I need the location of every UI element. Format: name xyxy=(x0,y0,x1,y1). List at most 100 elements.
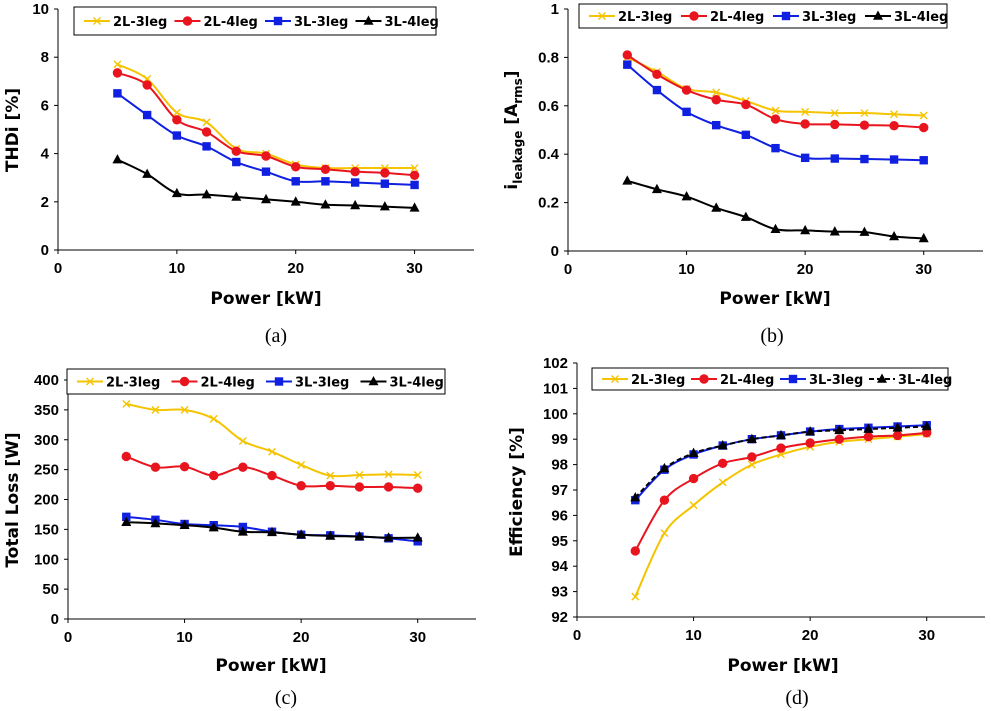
data-point-3L-4leg xyxy=(859,226,870,236)
x-axis-label: Power [kW] xyxy=(210,289,321,309)
series-3L-3leg xyxy=(623,60,928,165)
legend-marker xyxy=(781,11,791,21)
data-point-3L-4leg xyxy=(622,175,633,185)
data-point-2L-3leg xyxy=(801,107,810,116)
legend-label: 2L-3leg xyxy=(106,376,160,391)
x-axis-label: Power [kW] xyxy=(719,289,830,309)
y-tick-label: 350 xyxy=(34,402,59,419)
legend-label: 3L-4leg xyxy=(898,373,952,388)
y-tick-label: 100 xyxy=(543,406,568,423)
data-point-2L-3leg xyxy=(172,108,181,117)
legend-marker xyxy=(86,377,94,386)
data-point-2L-3leg xyxy=(297,460,306,469)
data-point-2L-4leg xyxy=(231,146,241,156)
data-point-3L-3leg xyxy=(830,154,839,163)
data-point-3L-4leg xyxy=(863,423,874,433)
y-axis-label: Total Loss [W] xyxy=(3,432,23,567)
data-point-2L-4leg xyxy=(179,461,190,472)
legend-label: 2L-4leg xyxy=(204,15,258,30)
data-point-2L-4leg xyxy=(320,164,331,174)
data-point-3L-4leg xyxy=(409,202,420,212)
data-point-3L-4leg xyxy=(320,199,331,209)
data-point-2L-4leg xyxy=(383,482,394,492)
data-point-2L-4leg xyxy=(892,430,903,441)
legend-marker xyxy=(873,10,883,20)
data-point-2L-4leg xyxy=(805,438,815,448)
x-tick-label: 20 xyxy=(293,629,310,646)
data-point-2L-4leg xyxy=(209,470,219,481)
data-point-2L-4leg xyxy=(659,495,670,505)
legend-label: 2L-3leg xyxy=(631,373,685,388)
data-point-3L-4leg xyxy=(805,426,816,436)
series-2L-4leg xyxy=(630,428,932,556)
series-2L-4leg xyxy=(622,50,929,133)
x-tick-label: 0 xyxy=(64,629,72,646)
data-point-3L-4leg xyxy=(892,422,903,432)
data-point-3L-4leg xyxy=(630,492,641,502)
data-point-2L-4leg xyxy=(380,168,390,178)
data-point-3L-4leg xyxy=(711,202,722,212)
data-point-2L-4leg xyxy=(622,50,632,60)
data-point-2L-4leg xyxy=(325,481,335,491)
y-tick-label: 1 xyxy=(551,1,559,18)
data-point-2L-3leg xyxy=(355,471,364,479)
data-point-2L-3leg xyxy=(718,478,727,487)
data-point-3L-4leg xyxy=(651,183,662,194)
x-tick-label: 30 xyxy=(915,261,932,278)
data-point-2L-4leg xyxy=(834,434,844,444)
data-point-2L-3leg xyxy=(771,106,780,115)
y-tick-label: 150 xyxy=(34,521,59,538)
y-axis-label-part-1: i xyxy=(502,184,522,190)
data-point-3L-4leg xyxy=(776,429,786,440)
legend-marker xyxy=(611,375,619,383)
y-tick-label: 0 xyxy=(551,243,559,260)
data-point-2L-3leg xyxy=(209,414,218,423)
legend: 2L-3leg 2L-4leg 3L-3leg 3L-4leg xyxy=(578,3,948,29)
data-point-3L-4leg xyxy=(350,199,361,210)
data-point-2L-3leg xyxy=(268,447,276,456)
data-point-3L-4leg xyxy=(800,224,811,235)
data-point-3L-4leg xyxy=(746,433,757,443)
data-point-2L-4leg xyxy=(652,69,662,80)
y-tick-label: 10 xyxy=(32,1,49,18)
data-point-3L-4leg xyxy=(231,191,242,201)
data-point-2L-4leg xyxy=(112,68,123,78)
data-point-2L-4leg xyxy=(413,483,423,493)
legend-entry-2L-3leg: 2L-3leg xyxy=(77,376,160,391)
legend-marker xyxy=(877,373,887,383)
legend-entry-3L-3leg: 3L-3leg xyxy=(265,15,348,30)
legend-entry-3L-4leg: 3L-4leg xyxy=(865,10,948,25)
data-point-3L-3leg xyxy=(321,177,330,186)
data-point-2L-4leg xyxy=(409,170,420,180)
data-point-2L-3leg xyxy=(384,470,393,479)
legend-entry-3L-4leg: 3L-4leg xyxy=(869,373,952,388)
legend-marker xyxy=(363,15,374,25)
legend-label: 3L-4leg xyxy=(894,10,948,25)
y-axis-label-part-4: rms xyxy=(511,78,525,104)
data-point-3L-4leg xyxy=(142,168,153,178)
legend-entry-2L-4leg: 2L-4leg xyxy=(681,10,764,25)
data-point-2L-4leg xyxy=(121,451,131,462)
data-point-3L-3leg xyxy=(113,89,122,98)
data-point-2L-3leg xyxy=(890,110,899,119)
legend-label: 3L-3leg xyxy=(802,10,856,25)
data-point-3L-3leg xyxy=(741,130,751,140)
data-point-3L-3leg xyxy=(232,157,241,167)
data-point-3L-3leg xyxy=(202,142,211,151)
y-tick-label: 200 xyxy=(34,492,59,509)
legend-marker xyxy=(182,16,193,26)
data-point-3L-4leg xyxy=(208,522,219,532)
data-point-2L-4leg xyxy=(776,443,786,453)
x-tick-label: 20 xyxy=(287,260,304,277)
y-tick-label: 8 xyxy=(41,49,49,66)
y-tick-label: 102 xyxy=(543,355,568,372)
data-point-3L-3leg xyxy=(380,179,390,188)
data-point-3L-4leg xyxy=(717,440,728,450)
data-point-2L-4leg xyxy=(150,462,161,472)
data-point-2L-3leg xyxy=(830,109,839,118)
legend: 2L-3leg 2L-4leg 3L-3leg 3L-4leg xyxy=(66,368,446,395)
y-tick-label: 100 xyxy=(34,551,59,568)
data-point-2L-4leg xyxy=(919,122,929,133)
legend-label: 2L-3leg xyxy=(113,15,167,30)
data-point-2L-3leg xyxy=(410,164,419,173)
